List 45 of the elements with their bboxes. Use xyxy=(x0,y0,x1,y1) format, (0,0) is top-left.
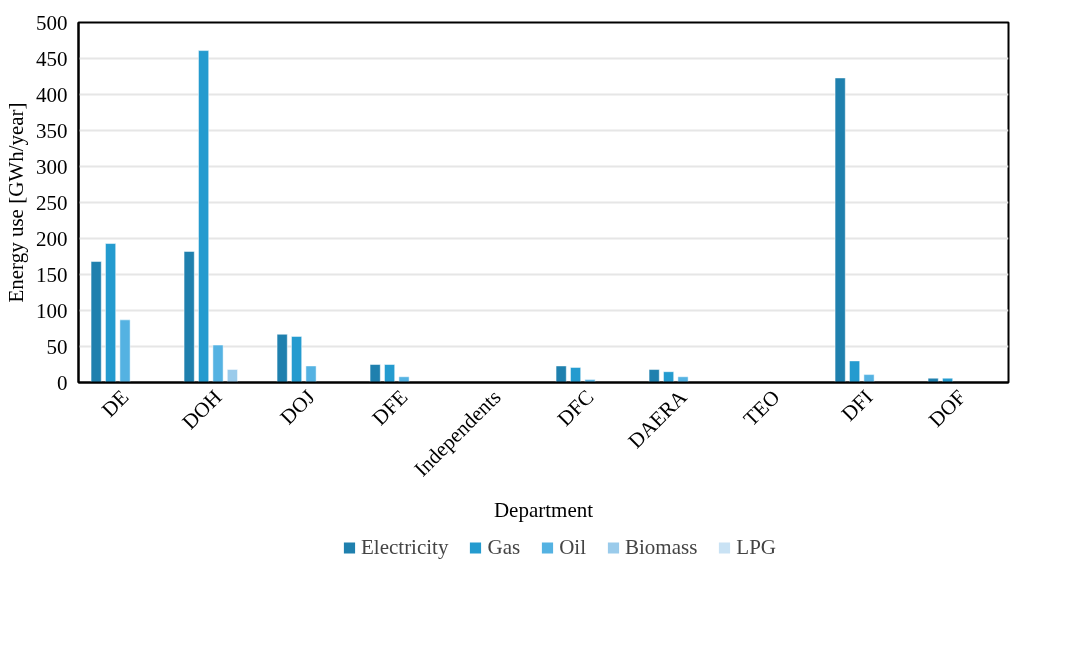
y-tick-label: 50 xyxy=(46,334,68,359)
bar xyxy=(90,261,102,383)
y-tick-label: 450 xyxy=(36,46,68,71)
bar xyxy=(183,251,195,383)
bar xyxy=(863,374,875,383)
bar xyxy=(212,344,224,383)
y-tick-label: 350 xyxy=(36,118,68,143)
x-tick-label: DFI xyxy=(836,385,878,426)
bar xyxy=(305,365,317,383)
bar xyxy=(398,376,410,383)
bar xyxy=(677,376,689,383)
x-tick-label: TEO xyxy=(738,385,785,431)
y-tick-label: 400 xyxy=(36,82,68,107)
bar xyxy=(227,369,238,383)
x-tick-label: DE xyxy=(96,385,134,422)
bar xyxy=(198,50,209,383)
bar xyxy=(276,334,288,383)
legend-label: Oil xyxy=(559,534,586,560)
bar xyxy=(849,360,860,383)
y-tick-label: 300 xyxy=(36,154,68,179)
y-tick-label: 100 xyxy=(36,298,68,323)
bar xyxy=(663,371,674,383)
y-tick-label: 150 xyxy=(36,262,68,287)
bar xyxy=(584,379,596,383)
bar xyxy=(834,77,846,383)
bar xyxy=(555,365,567,383)
legend-label: LPG xyxy=(736,534,777,560)
y-tick-label: 250 xyxy=(36,190,68,215)
x-axis-title: Department xyxy=(493,497,594,522)
bar xyxy=(105,243,116,383)
bar xyxy=(369,364,381,383)
y-tick-label: 500 xyxy=(36,10,68,35)
bar xyxy=(384,364,395,383)
legend-label: Gas xyxy=(487,534,521,560)
bar xyxy=(942,377,953,383)
y-axis-title: Energy use [GWh/year] xyxy=(4,102,28,303)
bar xyxy=(927,377,939,383)
legend-label: Electricity xyxy=(360,534,449,560)
bar xyxy=(570,367,581,383)
bar xyxy=(291,336,302,383)
bar xyxy=(119,319,131,383)
y-tick-label: 200 xyxy=(36,226,68,251)
legend-label: Biomass xyxy=(624,534,698,560)
y-tick-label: 0 xyxy=(57,370,68,395)
bar xyxy=(648,369,660,383)
